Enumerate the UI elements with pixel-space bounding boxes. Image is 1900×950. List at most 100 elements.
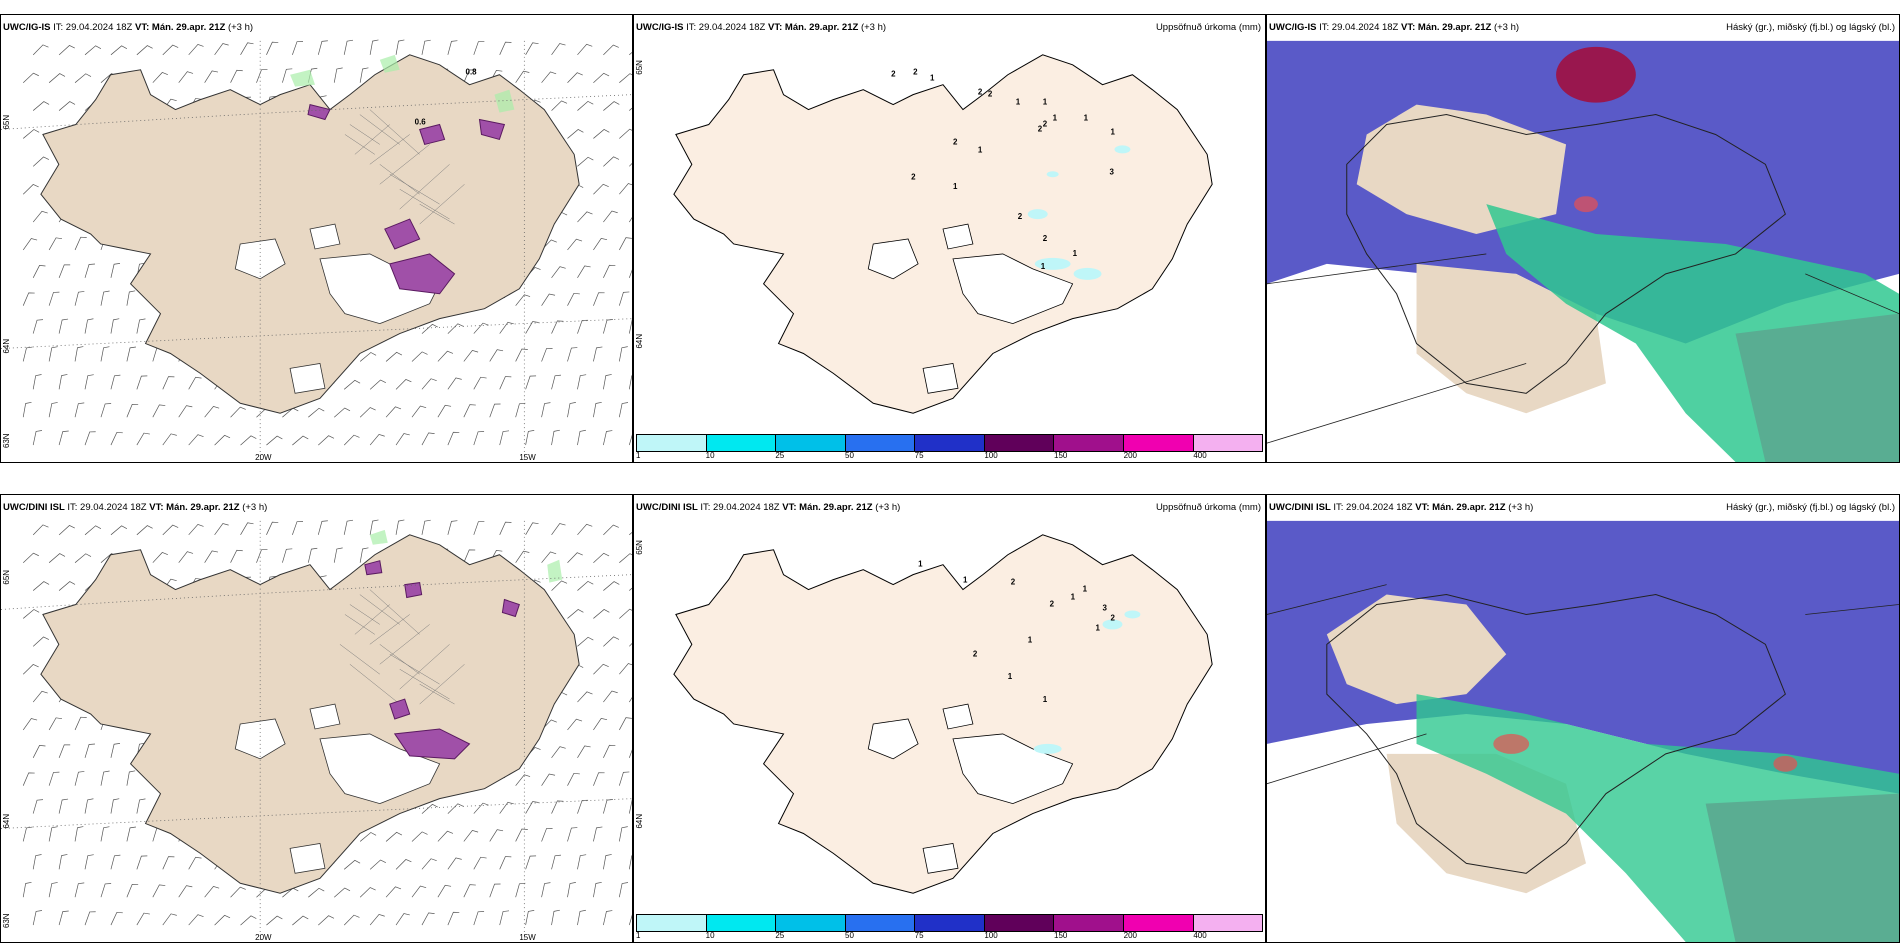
lon-label-15w: 15W — [519, 453, 536, 462]
graticule — [1, 40, 632, 462]
cloud-map — [1267, 495, 1899, 942]
wind-barb — [178, 405, 193, 418]
wind-barb — [577, 580, 594, 591]
wind-barb — [240, 915, 257, 926]
wind-barb — [32, 690, 48, 703]
wind-barb — [629, 587, 632, 591]
wind-barb — [577, 636, 594, 647]
wind-barb — [541, 773, 556, 786]
precip-value-label: 1 — [1041, 262, 1046, 271]
wind-barb — [499, 376, 512, 390]
wind-barb — [593, 346, 603, 362]
wind-barb — [593, 237, 608, 251]
colorbar-ticks: 1 10 25 50 75 100 150 200 400 — [636, 451, 1263, 461]
precip-value-label: 2 — [1043, 234, 1048, 243]
lon-label-20w: 20W — [255, 453, 272, 462]
wind-barb — [48, 237, 63, 251]
wind-barb — [84, 431, 96, 446]
wind-barb — [525, 321, 539, 334]
colorbar-cell — [1123, 435, 1194, 451]
wind-barb — [282, 548, 293, 563]
wind-barb — [369, 859, 386, 870]
wind-barb — [567, 238, 583, 251]
wind-barb — [447, 377, 462, 390]
wind-barb — [395, 379, 412, 390]
colorbar-tick-label: 50 — [845, 451, 854, 460]
colorbar-cells — [636, 434, 1263, 452]
land-clear-south — [1416, 263, 1606, 414]
wind-barb — [499, 41, 512, 55]
graticule — [1, 520, 632, 942]
wind-barb — [369, 39, 379, 55]
wind-barb — [110, 798, 120, 814]
wind-barb — [619, 663, 632, 675]
snow-hatch — [344, 109, 465, 225]
precip-value-label: 1 — [918, 560, 923, 569]
colorbar-cell — [984, 435, 1055, 451]
wind-barb — [525, 430, 535, 446]
colorbar-tick-label: 10 — [705, 451, 715, 460]
wind-barb — [126, 290, 136, 306]
colorbar-tick-label: 75 — [914, 931, 924, 940]
wind-barb — [628, 914, 632, 926]
wind-barb — [178, 551, 194, 563]
wind-barb — [343, 914, 360, 926]
wind-barb — [525, 375, 537, 390]
wind-barb — [447, 520, 458, 535]
wind-barb — [308, 887, 325, 898]
wind-barb — [473, 41, 485, 55]
colorbar-tick-label: 1 — [636, 451, 641, 460]
wind-barb — [317, 40, 328, 55]
snow-hatch — [339, 589, 465, 705]
wind-barb — [359, 547, 369, 563]
wind-barb — [499, 801, 514, 814]
wind-barb — [421, 39, 431, 55]
wind-barb — [162, 913, 177, 926]
colorbar-cell — [915, 915, 985, 931]
wind-barb — [359, 887, 376, 898]
wind-barb — [204, 550, 219, 563]
colorbar-tick-label: 150 — [1054, 931, 1068, 940]
colorbar-tick-label: 50 — [845, 931, 854, 940]
wind-barb — [447, 803, 464, 814]
wind-barb — [593, 609, 610, 619]
wind-barb — [603, 636, 620, 647]
wind-barb — [447, 40, 458, 55]
wind-barb — [74, 236, 87, 251]
wind-barb — [110, 318, 120, 334]
wind-barb — [84, 318, 94, 334]
lat-label-65n: 65N — [2, 115, 11, 130]
wind-barb — [74, 73, 92, 83]
wind-map: 0.8 0.6 65N 64N 63N 20W 15W — [1, 39, 632, 462]
wind-barb — [447, 431, 460, 446]
wind-barb — [359, 407, 376, 418]
wind-barb — [437, 350, 454, 362]
wind-barb — [551, 746, 566, 759]
wind-barb — [577, 854, 587, 870]
wind-barb — [152, 552, 168, 563]
wind-barb — [136, 798, 146, 814]
wind-barb — [188, 43, 204, 56]
wind-barb — [411, 405, 427, 418]
wind-barb — [421, 803, 438, 814]
wind-barb — [421, 519, 431, 535]
wind-barb — [136, 318, 146, 334]
wind-barb — [74, 826, 84, 842]
wind-barb — [551, 43, 566, 56]
graticule — [1267, 584, 1899, 785]
wind-barb — [515, 550, 530, 563]
wind-barb — [343, 859, 361, 870]
wind-barb — [32, 910, 43, 926]
colorbar-tick-label: 400 — [1193, 451, 1207, 460]
wind-barb — [603, 524, 619, 536]
lat-label-65n: 65N — [635, 540, 644, 555]
wind-barb — [593, 663, 609, 675]
wind-barb — [567, 72, 583, 83]
wind-barb — [437, 404, 452, 418]
colorbar-tick-label: 25 — [775, 451, 785, 460]
land-clear — [1356, 104, 1567, 235]
precip-value-label: 1 — [953, 182, 958, 191]
wind-barb — [110, 374, 121, 390]
wind-barb — [343, 379, 361, 390]
colorbar-tick-label: 200 — [1123, 931, 1138, 940]
